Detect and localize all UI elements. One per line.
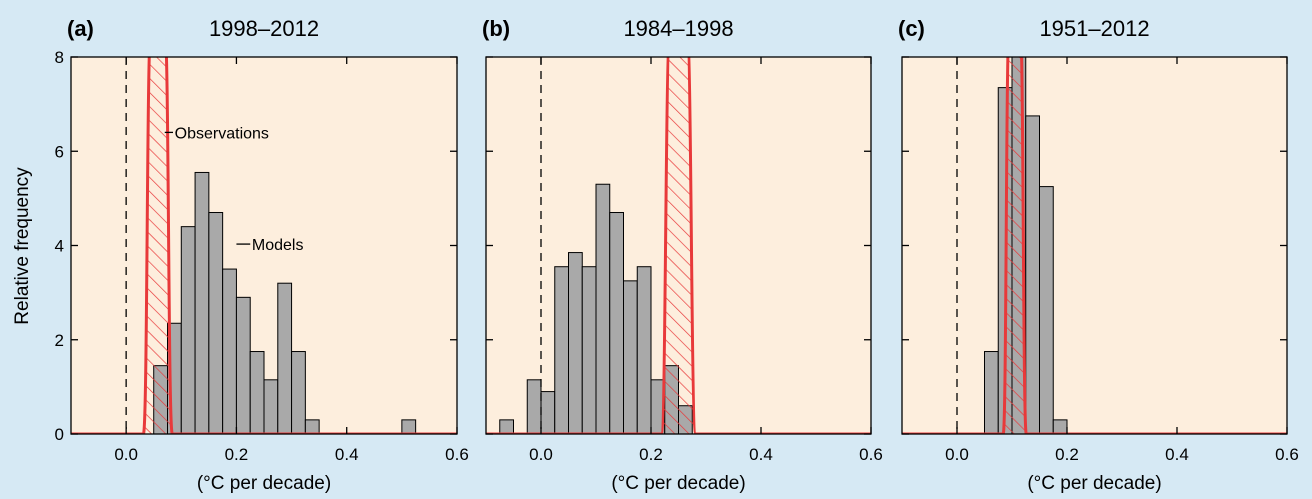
- y-tick-label: 4: [55, 237, 64, 256]
- model-bar: [401, 419, 417, 434]
- model-bar: [1025, 115, 1040, 434]
- y-tick-label: 8: [55, 48, 64, 67]
- x-tick-label: 0.6: [1275, 445, 1299, 464]
- x-tick-label: 0.2: [1055, 445, 1079, 464]
- model-bar: [263, 379, 279, 434]
- model-bar: [623, 280, 638, 434]
- observation-curve: [71, 57, 457, 434]
- model-bar: [581, 266, 597, 434]
- panel-2: 0.0 0.2 0.4 0.6 (°C per decade) (b) 1984–1998: [482, 16, 883, 494]
- model-bar: [568, 252, 583, 434]
- x-tick-label: 0.2: [225, 445, 249, 464]
- panel-label: (b): [482, 16, 510, 41]
- observation-curve: [902, 57, 1287, 434]
- model-bar: [304, 419, 320, 434]
- x-tick-label: 0.6: [445, 445, 469, 464]
- observation-hatch: [143, 57, 173, 434]
- observation-hatch: [661, 57, 696, 434]
- x-axis-title: (°C per decade): [197, 473, 331, 494]
- x-tick-label: 0.4: [1165, 445, 1189, 464]
- model-bar: [277, 282, 293, 434]
- panel-label: (c): [898, 16, 925, 41]
- model-bar: [526, 379, 542, 434]
- x-tick-label: 0.2: [639, 445, 663, 464]
- x-tick-label: 0.0: [529, 445, 553, 464]
- x-tick-label: 0.0: [945, 445, 969, 464]
- model-bar: [222, 268, 237, 434]
- x-tick-label: 0.4: [335, 445, 359, 464]
- model-bar: [208, 212, 224, 434]
- y-tick-label: 2: [55, 331, 64, 350]
- plot-area: [902, 57, 1287, 434]
- x-tick-label: 0.4: [749, 445, 773, 464]
- observation-curve: [486, 57, 871, 434]
- observations-annotation: Observations: [175, 125, 269, 142]
- panel-title: 1951–2012: [1039, 16, 1149, 41]
- model-bar: [291, 351, 306, 434]
- panel-3: 0.0 0.2 0.4 0.6 (°C per decade) (c) 1951–2012: [898, 16, 1299, 494]
- model-bar: [609, 212, 624, 434]
- model-bar: [235, 296, 251, 434]
- panel-1: 0 2 4 6 8 0.0 0.2 0.4 0.6 (°C per decade) (a) 1998–…: [55, 16, 469, 494]
- model-bar: [249, 351, 265, 434]
- panel-label: (a): [67, 16, 94, 41]
- y-tick-label: 6: [55, 142, 64, 161]
- x-axis-title: (°C per decade): [1027, 473, 1161, 494]
- x-tick-label: 0.6: [859, 445, 883, 464]
- model-bar: [540, 391, 556, 434]
- y-tick-label: 0: [55, 425, 64, 444]
- model-bar: [636, 266, 652, 434]
- x-axis-title: (°C per decade): [611, 473, 745, 494]
- x-tick-label: 0.0: [114, 445, 138, 464]
- model-bar: [1039, 186, 1054, 434]
- model-bar: [554, 266, 569, 434]
- model-bar: [194, 171, 210, 434]
- models-annotation: Models: [252, 237, 304, 254]
- model-bar: [595, 183, 611, 434]
- model-bar: [180, 226, 196, 434]
- y-axis-title: Relative frequency: [12, 167, 33, 325]
- model-bar: [1052, 419, 1068, 434]
- model-bar: [499, 419, 514, 434]
- panel-title: 1998–2012: [209, 16, 319, 41]
- model-bar: [984, 351, 999, 434]
- observation-hatch: [1003, 57, 1027, 434]
- panel-title: 1984–1998: [623, 16, 733, 41]
